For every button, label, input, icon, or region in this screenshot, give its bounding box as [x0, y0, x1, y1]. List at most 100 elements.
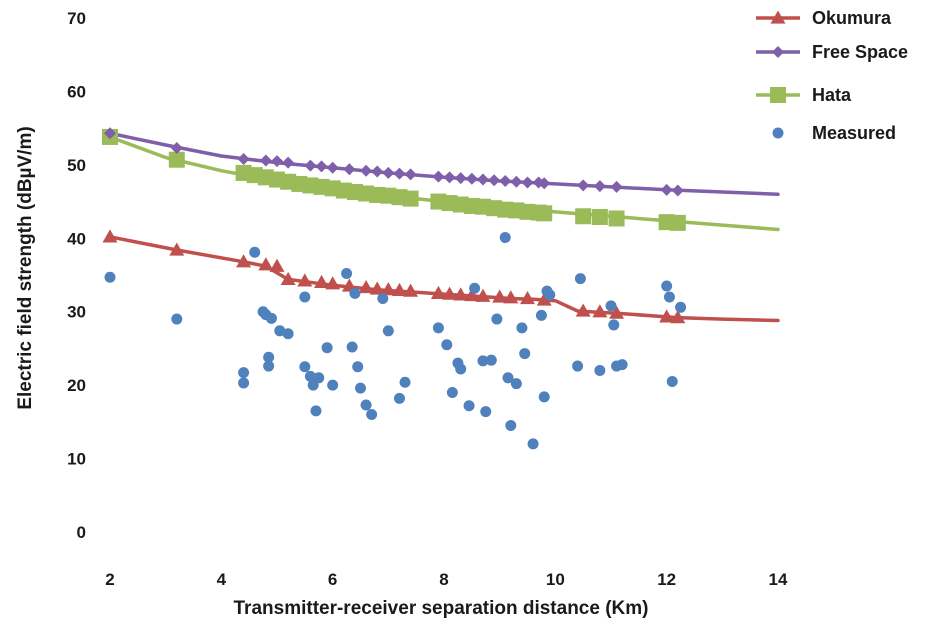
free-space-marker [488, 174, 501, 187]
okumura-marker [609, 305, 625, 319]
okumura-marker [442, 286, 458, 300]
measured-point [535, 309, 547, 321]
okumura-marker [503, 290, 519, 304]
free-space-marker [326, 161, 339, 174]
measured-point [516, 322, 528, 334]
y-axis-title: Electric field strength (dBµV/m) [15, 126, 36, 409]
free-space-marker [237, 152, 250, 165]
measured-point [265, 312, 277, 324]
measured-point [510, 378, 522, 390]
okumura-marker [358, 279, 374, 294]
free-space-marker [499, 175, 512, 188]
measured-point [249, 246, 261, 258]
measured-point [263, 360, 275, 372]
free-space-marker [521, 176, 534, 189]
hata-marker [575, 208, 592, 225]
measured-point [377, 292, 389, 304]
free-space-marker [404, 168, 417, 181]
measured-point [469, 282, 481, 294]
free-space-marker [343, 163, 356, 176]
free-space-marker [282, 156, 295, 169]
x-axis-title: Transmitter-receiver separation distance… [234, 598, 649, 619]
measured-point [346, 341, 358, 353]
x-tick-label: 14 [769, 570, 788, 589]
measured-point [491, 313, 503, 325]
measured-point [349, 287, 361, 299]
measured-point [299, 361, 311, 373]
y-tick-label: 40 [67, 229, 86, 248]
y-axis-ticks: 0 10 20 30 40 50 60 70 [67, 9, 86, 542]
okumura-marker [464, 288, 480, 302]
measured-point [238, 377, 250, 389]
y-tick-label: 50 [67, 156, 86, 175]
okumura-line [108, 235, 780, 323]
measured-point [605, 300, 617, 312]
free-space-marker [660, 183, 673, 196]
measured-point [463, 400, 475, 412]
measured-point [663, 291, 675, 303]
legend-hata-label: Hata [812, 85, 852, 105]
measured-point [455, 363, 467, 375]
y-tick-label: 30 [67, 303, 86, 322]
legend-hata-marker [770, 87, 786, 103]
series-markers [102, 127, 687, 450]
x-tick-label: 4 [217, 570, 227, 589]
measured-point [441, 339, 453, 351]
measured-point [666, 375, 678, 387]
free-space-marker [371, 165, 384, 178]
okumura-marker [280, 271, 296, 286]
measured-point [480, 406, 492, 418]
free-space-marker [259, 154, 272, 167]
measured-point [360, 399, 372, 411]
measured-point [477, 355, 489, 367]
okumura-marker [492, 289, 508, 303]
measured-point [608, 319, 620, 331]
y-tick-label: 60 [67, 82, 86, 101]
y-tick-label: 20 [67, 376, 86, 395]
measured-point [485, 354, 497, 366]
okumura-marker [453, 287, 469, 301]
free-space-marker [170, 141, 183, 154]
okumura-marker [430, 285, 446, 299]
okumura-marker [102, 229, 118, 243]
okumura-marker [403, 283, 419, 297]
legend-measured-marker [772, 127, 784, 139]
hata-marker [536, 205, 553, 222]
legend-free-space-marker [772, 46, 784, 58]
okumura-marker [325, 276, 341, 290]
okumura-marker [297, 273, 313, 287]
measured-point [432, 322, 444, 334]
legend-free-space-label: Free Space [812, 42, 908, 62]
hata-marker [402, 190, 419, 207]
legend-okumura-label: Okumura [812, 8, 892, 28]
free-space-marker [104, 127, 116, 140]
measured-point [544, 289, 556, 301]
measured-point [263, 351, 275, 363]
measured-point [393, 392, 405, 404]
free-space-marker [510, 175, 523, 188]
measured-point [304, 370, 316, 382]
free-space-marker [315, 160, 328, 173]
hata-marker [669, 214, 686, 231]
measured-point [327, 379, 339, 391]
measured-point [502, 372, 514, 384]
measured-point [527, 438, 539, 450]
measured-point [538, 391, 550, 403]
measured-point [594, 364, 606, 376]
measured-point [355, 382, 366, 394]
okumura-marker [391, 282, 407, 297]
measured-point [238, 367, 250, 379]
free-space-marker [610, 180, 623, 193]
measured-point [446, 386, 458, 398]
measured-point [299, 291, 311, 303]
hata-marker [168, 151, 185, 168]
measured-point [574, 273, 586, 285]
measured-point [519, 348, 531, 360]
okumura-marker [169, 242, 185, 256]
okumura-marker [269, 258, 285, 272]
measured-point [282, 328, 294, 340]
hata-marker [591, 208, 608, 225]
free-space-marker [271, 155, 283, 168]
x-tick-label: 8 [439, 570, 448, 589]
